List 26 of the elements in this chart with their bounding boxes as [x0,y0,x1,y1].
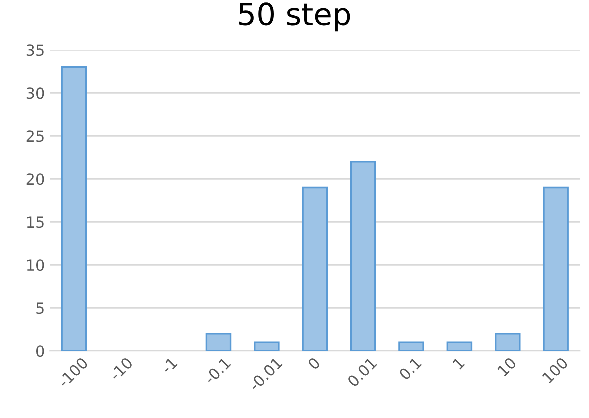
y-tick-label: 5 [36,302,44,314]
x-tick-label: 0.1 [398,357,422,381]
bar [61,66,88,352]
y-tick-label: 30 [26,88,44,100]
y-tick-label: 35 [26,44,44,56]
x-tick-label: 1 [452,357,466,370]
x-tick-label: -0.1 [204,357,232,385]
x-tick-label: 100 [542,356,569,384]
x-tick-label: 0 [307,356,321,371]
bar [494,333,521,352]
y-tick-label: 25 [26,130,44,142]
bar [543,186,569,352]
chart-title: 50 step [240,2,350,32]
x-tick-label: 10 [497,356,518,377]
y-tick-label: 20 [26,174,44,186]
y-tick-label: 10 [27,260,44,272]
bar [446,342,473,352]
bar [350,161,376,352]
y-tick-label: 15 [27,216,44,228]
bar [398,342,424,352]
bar [254,342,280,352]
bar [302,186,328,352]
x-tick-label: -10 [109,356,134,382]
bar [206,333,232,352]
x-tick-label: -1 [160,357,178,374]
y-tick-label: 0 [36,346,44,358]
